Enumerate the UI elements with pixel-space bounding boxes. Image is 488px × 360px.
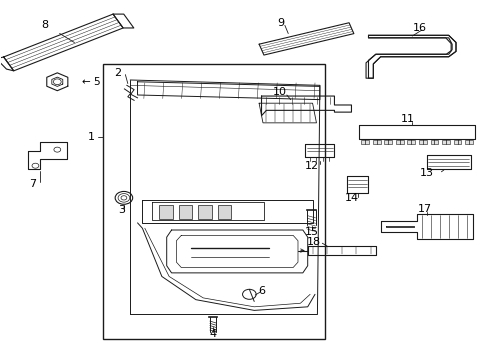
Text: 16: 16 xyxy=(412,23,426,33)
Text: 8: 8 xyxy=(41,19,49,30)
Text: 13: 13 xyxy=(419,168,433,178)
Bar xyxy=(198,205,211,219)
Bar xyxy=(384,140,391,144)
Bar xyxy=(103,64,324,339)
Text: 12: 12 xyxy=(304,161,318,171)
Text: 14: 14 xyxy=(344,193,358,203)
Text: 4: 4 xyxy=(209,329,216,339)
Text: 18: 18 xyxy=(306,237,321,247)
Text: 15: 15 xyxy=(304,227,318,237)
Bar xyxy=(217,205,231,219)
Text: 1: 1 xyxy=(88,132,95,142)
Text: 6: 6 xyxy=(258,286,264,296)
Text: 7: 7 xyxy=(29,179,37,189)
Text: 2: 2 xyxy=(114,68,122,78)
Bar xyxy=(464,140,472,144)
Text: 10: 10 xyxy=(272,87,286,98)
Bar xyxy=(441,140,449,144)
Bar xyxy=(179,205,192,219)
Bar xyxy=(372,140,380,144)
Bar xyxy=(418,140,426,144)
Bar xyxy=(159,205,173,219)
Bar xyxy=(429,140,437,144)
Text: 3: 3 xyxy=(118,205,125,215)
Text: 9: 9 xyxy=(277,18,284,28)
Bar xyxy=(453,140,461,144)
Text: 17: 17 xyxy=(416,204,430,214)
Bar xyxy=(407,140,414,144)
Bar xyxy=(395,140,403,144)
Bar xyxy=(361,140,368,144)
Text: ← 5: ← 5 xyxy=(81,77,100,87)
Text: 11: 11 xyxy=(400,114,413,124)
